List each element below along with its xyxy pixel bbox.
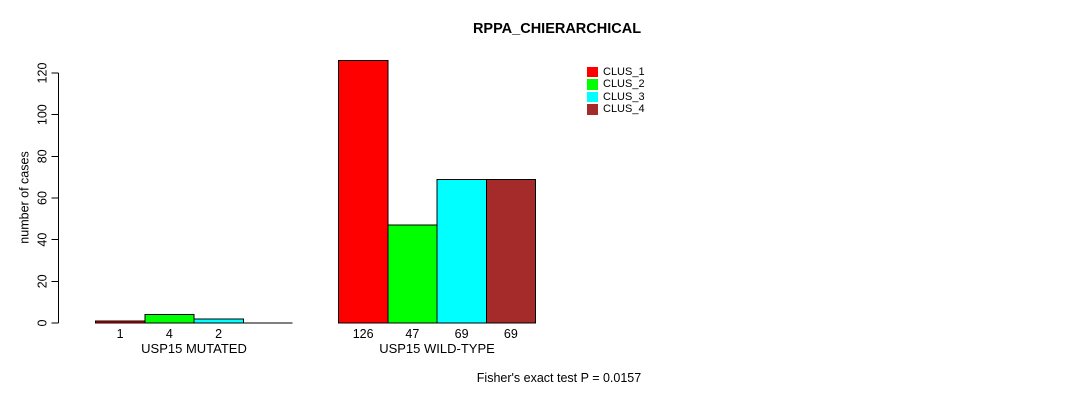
chart-title: RPPA_CHIERARCHICAL <box>472 21 642 37</box>
y-tick-label: 100 <box>35 104 49 125</box>
group-label: USP15 WILD-TYPE <box>379 341 495 356</box>
bar-value-label: 126 <box>353 327 374 341</box>
legend: CLUS_1 CLUS_2 CLUS_3 CLUS_4 <box>587 66 645 116</box>
bar-value-label: 1 <box>117 327 124 341</box>
y-tick-label: 20 <box>35 274 49 288</box>
bar-value-label: 2 <box>215 327 222 341</box>
bar-clus_2 <box>144 314 195 324</box>
legend-label-clus_1: CLUS_1 <box>603 66 645 78</box>
bar-value-label: 47 <box>405 327 419 341</box>
legend-item-clus_3: CLUS_3 <box>587 91 645 103</box>
group-label: USP15 MUTATED <box>141 341 247 356</box>
legend-label-clus_3: CLUS_3 <box>603 90 645 103</box>
bar-value-label: 69 <box>504 327 518 341</box>
bar-value-label: 69 <box>455 327 469 341</box>
y-tick-label: 80 <box>35 149 49 163</box>
bar-clus_3 <box>436 178 487 324</box>
bar-clus_4 <box>485 178 536 324</box>
legend-swatch-clus_3 <box>587 91 598 103</box>
bar-value-label: 4 <box>166 327 173 341</box>
legend-item-clus_1: CLUS_1 <box>587 66 645 78</box>
y-tick-label: 60 <box>35 191 49 205</box>
bar-clus_1 <box>338 60 389 324</box>
legend-item-clus_4: CLUS_4 <box>587 103 645 115</box>
fisher-test-note: Fisher's exact test P = 0.0157 <box>476 371 642 385</box>
legend-label-clus_2: CLUS_2 <box>603 78 645 91</box>
bar-clus_3 <box>193 318 244 324</box>
legend-swatch-clus_4 <box>587 104 598 115</box>
y-tick-label: 0 <box>35 319 49 326</box>
bar-clus_2 <box>387 224 438 324</box>
legend-item-clus_2: CLUS_2 <box>587 78 645 90</box>
legend-label-clus_4: CLUS_4 <box>603 103 645 116</box>
y-tick-label: 40 <box>35 233 49 247</box>
legend-swatch-clus_2 <box>587 79 598 90</box>
legend-swatch-clus_1 <box>587 66 598 78</box>
y-tick-label: 120 <box>35 63 49 84</box>
bar-clus_1 <box>95 320 146 324</box>
y-axis-title: number of cases <box>17 151 31 243</box>
